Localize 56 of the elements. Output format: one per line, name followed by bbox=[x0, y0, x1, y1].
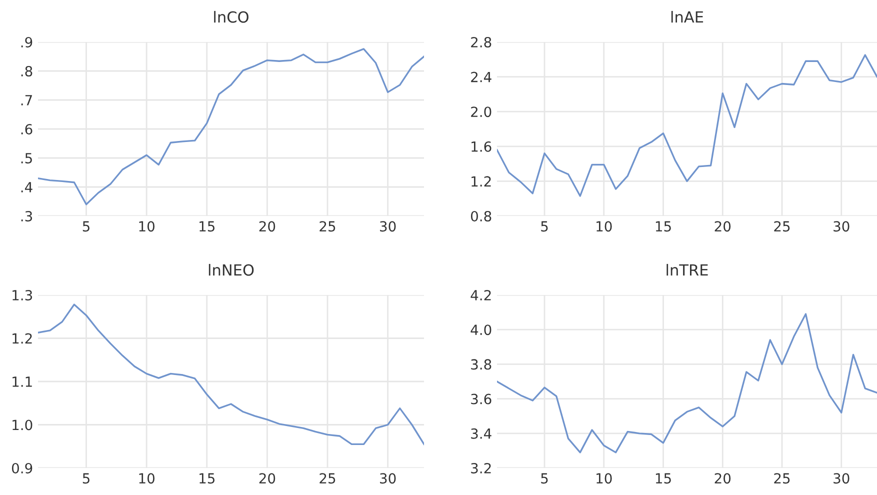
y-tick-label: .5 bbox=[21, 153, 32, 164]
x-tick-label: 20 bbox=[714, 473, 731, 484]
x-tick-label: 20 bbox=[259, 473, 276, 484]
x-tick-label: 30 bbox=[380, 221, 396, 232]
y-tick-label: 3.6 bbox=[471, 394, 492, 404]
y-tick-label: 2.4 bbox=[471, 72, 492, 82]
line-series bbox=[497, 54, 877, 197]
x-tick-label: 20 bbox=[259, 221, 276, 232]
chart-title: lnNEO bbox=[208, 264, 254, 276]
x-tick-label: 25 bbox=[774, 473, 790, 484]
y-tick-label: 1.0 bbox=[12, 420, 32, 430]
y-tick-label: .4 bbox=[21, 182, 32, 192]
x-tick-label: 5 bbox=[82, 221, 90, 232]
x-tick-label: 15 bbox=[200, 473, 214, 484]
y-tick-label: 4.0 bbox=[470, 324, 492, 336]
y-tick-label: .9 bbox=[21, 36, 32, 48]
x-tick-label: 30 bbox=[834, 473, 850, 484]
x-tick-label: 25 bbox=[320, 221, 336, 232]
y-tick-label: 2.0 bbox=[471, 106, 492, 118]
x-tick-label: 5 bbox=[541, 221, 548, 232]
x-tick-label: 10 bbox=[596, 473, 612, 484]
x-tick-label: 15 bbox=[200, 221, 214, 232]
y-tick-label: 4.2 bbox=[470, 290, 491, 300]
y-tick-label: .3 bbox=[21, 210, 32, 222]
y-tick-label: 1.6 bbox=[472, 141, 492, 152]
x-tick-label: 10 bbox=[596, 221, 612, 232]
line-series bbox=[38, 304, 424, 446]
x-tick-label: 5 bbox=[82, 473, 90, 484]
y-tick-label: 0.8 bbox=[470, 210, 492, 222]
y-tick-label: 3.8 bbox=[471, 359, 492, 370]
chart-title: lnTRE bbox=[666, 264, 708, 276]
x-tick-label: 10 bbox=[139, 473, 154, 484]
y-tick-label: .7 bbox=[21, 95, 32, 106]
x-tick-label: 30 bbox=[380, 473, 396, 484]
chart-title: lnCO bbox=[214, 10, 248, 23]
y-tick-label: 1.2 bbox=[12, 333, 32, 344]
x-tick-label: 25 bbox=[774, 221, 790, 232]
chart-title: lnAE bbox=[671, 10, 704, 23]
x-tick-label: 5 bbox=[541, 473, 548, 484]
x-tick-label: 25 bbox=[320, 473, 336, 484]
line-series bbox=[38, 48, 424, 206]
x-tick-label: 15 bbox=[656, 221, 671, 232]
x-tick-label: 30 bbox=[834, 221, 850, 232]
y-tick-label: 1.2 bbox=[472, 176, 491, 186]
y-tick-label: 3.2 bbox=[471, 462, 491, 474]
line-series bbox=[497, 313, 877, 454]
y-tick-label: .8 bbox=[21, 66, 32, 76]
x-tick-label: 15 bbox=[656, 473, 671, 484]
y-tick-label: 1.1 bbox=[12, 376, 32, 387]
y-tick-label: 0.9 bbox=[12, 462, 32, 474]
y-tick-label: 2.8 bbox=[471, 36, 492, 48]
y-tick-label: .6 bbox=[21, 124, 32, 134]
x-tick-label: 10 bbox=[139, 221, 154, 232]
x-tick-label: 20 bbox=[714, 221, 731, 232]
y-tick-label: 1.3 bbox=[12, 290, 32, 300]
y-tick-label: 3.4 bbox=[471, 428, 492, 439]
